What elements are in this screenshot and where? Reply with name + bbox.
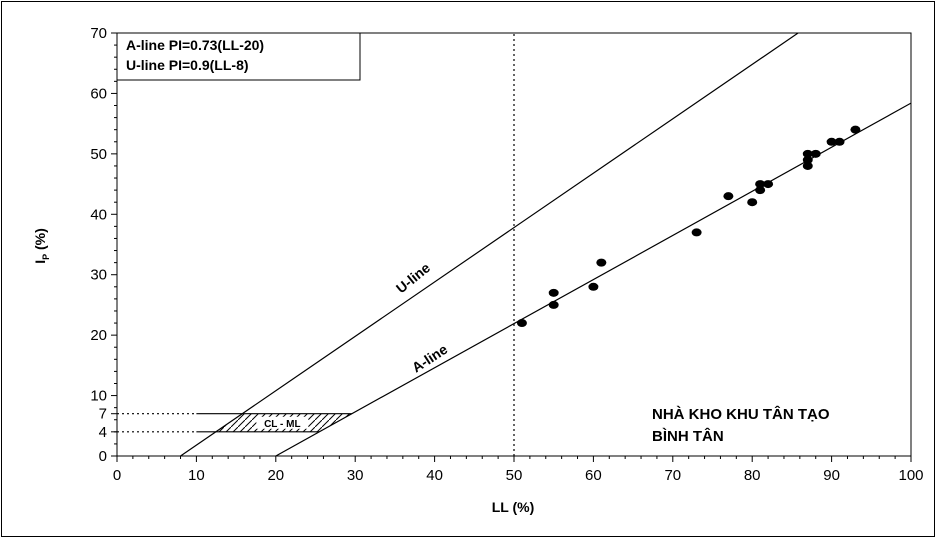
x-tick-label: 20 [267, 467, 284, 484]
legend-entry-a-line: A-line PI=0.73(LL-20) [126, 37, 264, 53]
x-tick-label: 30 [347, 467, 364, 484]
data-point [755, 186, 766, 195]
cl-ml-zone-layer: CL - ML [117, 413, 352, 433]
legend-entry-u-line: U-line PI=0.9(LL-8) [126, 57, 249, 73]
x-tick-label: 40 [426, 467, 443, 484]
x-axis-title: LL (%) [492, 499, 535, 515]
data-points-layer [516, 125, 861, 328]
cl-ml-label-background [256, 416, 309, 429]
y-axis-title-main: I [32, 260, 48, 264]
data-point [588, 282, 599, 291]
data-point [826, 137, 837, 146]
y-tick-label: 0 [99, 448, 107, 465]
x-tick-label: 50 [506, 467, 523, 484]
data-point [763, 180, 774, 189]
y-tick-label: 50 [90, 146, 107, 163]
legend-box [116, 32, 361, 81]
data-point [747, 198, 758, 207]
y-tick-label: 7 [99, 406, 107, 423]
cl-ml-label: CL - ML [264, 419, 300, 430]
data-point [755, 180, 766, 189]
legend: A-line PI=0.73(LL-20) U-line PI=0.9(LL-8… [116, 32, 361, 81]
x-tick-label: 0 [113, 467, 121, 484]
site-annotation-line-1: NHÀ KHO KHU TÂN TẠO [652, 405, 830, 423]
y-axis-title-sub: P [41, 254, 51, 260]
data-point [516, 319, 527, 328]
y-tick-label: 70 [90, 25, 107, 42]
y-tick-label: 60 [90, 85, 107, 102]
data-point [548, 288, 559, 297]
data-point [596, 258, 607, 267]
data-point [850, 125, 861, 134]
y-axis-title: IP (%) [32, 228, 51, 264]
x-tick-label: 90 [823, 467, 840, 484]
data-point [802, 155, 813, 164]
y-tick-label: 20 [90, 327, 107, 344]
classification-lines-layer [180, 33, 911, 456]
data-point [548, 300, 559, 309]
x-tick-label: 60 [585, 467, 602, 484]
x-tick-label: 70 [664, 467, 681, 484]
x-tick-label: 10 [188, 467, 205, 484]
data-point [802, 161, 813, 170]
u-line-label: U-line [393, 259, 433, 296]
x-tick-label: 100 [898, 467, 923, 484]
data-point [723, 192, 734, 201]
x-tick-label: 80 [744, 467, 761, 484]
y-axis-title-unit: (%) [32, 228, 48, 254]
data-point [810, 149, 821, 158]
data-point [802, 149, 813, 158]
y-tick-label: 4 [99, 424, 107, 441]
site-annotation-line-2: BÌNH TÂN [652, 427, 724, 445]
y-tick-label: 40 [90, 206, 107, 223]
data-point [834, 137, 845, 146]
y-tick-label: 10 [90, 388, 107, 405]
y-tick-label: 30 [90, 267, 107, 284]
data-point [691, 228, 702, 237]
u-line [180, 33, 799, 456]
